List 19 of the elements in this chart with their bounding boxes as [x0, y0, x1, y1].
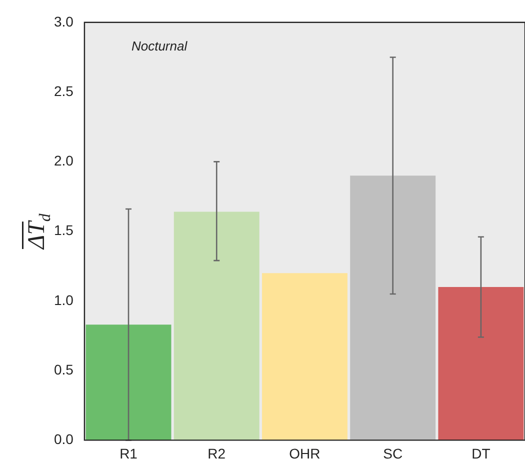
y-axis-title: ΔTd — [24, 212, 54, 250]
bar — [174, 212, 260, 440]
x-tick-label: R2 — [208, 445, 226, 462]
bar — [438, 287, 524, 440]
x-tick-label: DT — [472, 445, 491, 462]
y-tick-label: 0.5 — [54, 361, 74, 378]
annotation: Nocturnal — [131, 38, 188, 54]
x-tick-label: SC — [383, 445, 403, 462]
bar — [262, 273, 348, 440]
x-tick-label: OHR — [289, 445, 320, 462]
bar — [86, 324, 172, 440]
y-tick-label: 2.0 — [54, 152, 74, 169]
y-tick-label: 2.5 — [54, 82, 74, 99]
y-tick-label: 1.0 — [54, 292, 74, 308]
y-tick-label: 1.5 — [54, 222, 74, 238]
y-tick-label: 0.0 — [54, 431, 74, 448]
bar — [350, 176, 436, 440]
y-tick-label: 3.0 — [54, 13, 74, 30]
x-tick-label: R1 — [120, 445, 138, 462]
